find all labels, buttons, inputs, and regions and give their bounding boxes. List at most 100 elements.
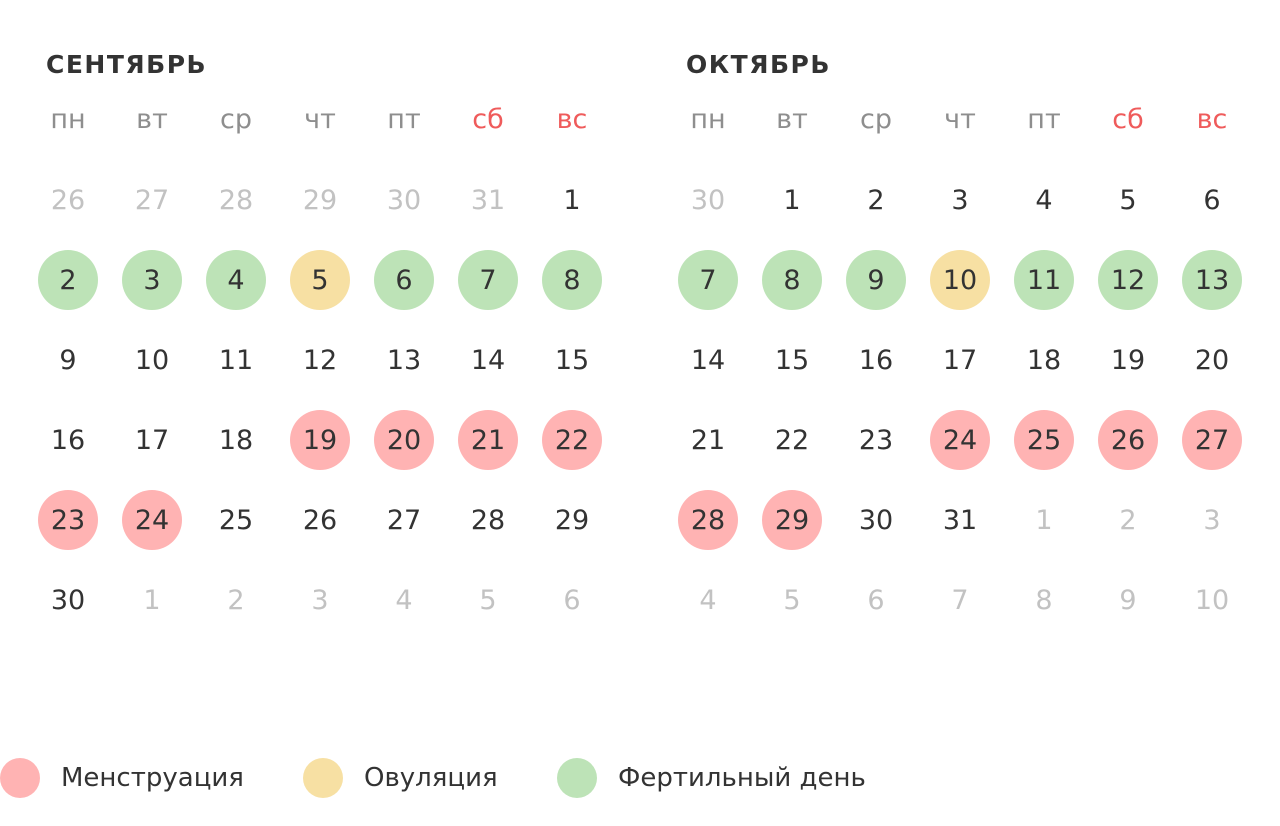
day-cell[interactable]: 1 [530, 160, 614, 240]
day-cell[interactable]: 23 [834, 400, 918, 480]
day-cell-other-month[interactable]: 3 [278, 560, 362, 640]
day-cell[interactable]: 26 [278, 480, 362, 560]
day-cell-menstruation[interactable]: 24 [918, 400, 1002, 480]
day-cell[interactable]: 15 [530, 320, 614, 400]
day-cell-menstruation[interactable]: 29 [750, 480, 834, 560]
day-cell-fertile[interactable]: 13 [1170, 240, 1254, 320]
day-cell-other-month[interactable]: 30 [666, 160, 750, 240]
day-number: 12 [1098, 250, 1158, 310]
day-cell[interactable]: 16 [834, 320, 918, 400]
day-cell[interactable]: 28 [446, 480, 530, 560]
day-number: 15 [774, 344, 810, 376]
day-cell[interactable]: 2 [834, 160, 918, 240]
day-number: 14 [470, 344, 506, 376]
day-number: 3 [311, 584, 329, 616]
day-cell[interactable]: 14 [666, 320, 750, 400]
day-cell-fertile[interactable]: 8 [530, 240, 614, 320]
day-cell-other-month[interactable]: 4 [362, 560, 446, 640]
day-cell-ovulation[interactable]: 10 [918, 240, 1002, 320]
day-cell-other-month[interactable]: 5 [750, 560, 834, 640]
day-cell-fertile[interactable]: 9 [834, 240, 918, 320]
day-cell-other-month[interactable]: 30 [362, 160, 446, 240]
day-cell-fertile[interactable]: 8 [750, 240, 834, 320]
day-number: 6 [374, 250, 434, 310]
legend: Менструация Овуляция Фертильный день [0, 757, 1280, 799]
day-cell-menstruation[interactable]: 27 [1170, 400, 1254, 480]
day-cell-menstruation[interactable]: 24 [110, 480, 194, 560]
day-cell-other-month[interactable]: 7 [918, 560, 1002, 640]
day-cell[interactable]: 14 [446, 320, 530, 400]
day-cell-other-month[interactable]: 8 [1002, 560, 1086, 640]
day-cell[interactable]: 20 [1170, 320, 1254, 400]
day-number: 25 [218, 504, 254, 536]
weekday-label: пт [1027, 104, 1061, 135]
day-cell[interactable]: 18 [194, 400, 278, 480]
day-cell[interactable]: 12 [278, 320, 362, 400]
day-cell-menstruation[interactable]: 19 [278, 400, 362, 480]
day-cell-fertile[interactable]: 3 [110, 240, 194, 320]
day-cell[interactable]: 16 [26, 400, 110, 480]
legend-label: Менструация [61, 763, 244, 793]
day-cell[interactable]: 22 [750, 400, 834, 480]
day-cell-fertile[interactable]: 11 [1002, 240, 1086, 320]
day-cell[interactable]: 21 [666, 400, 750, 480]
day-cell[interactable]: 31 [918, 480, 1002, 560]
day-cell[interactable]: 27 [362, 480, 446, 560]
day-number: 3 [951, 184, 969, 216]
day-cell-other-month[interactable]: 4 [666, 560, 750, 640]
day-cell-other-month[interactable]: 2 [1086, 480, 1170, 560]
day-cell-fertile[interactable]: 2 [26, 240, 110, 320]
day-cell[interactable]: 4 [1002, 160, 1086, 240]
day-number: 18 [1026, 344, 1062, 376]
day-cell-fertile[interactable]: 6 [362, 240, 446, 320]
day-cell-other-month[interactable]: 9 [1086, 560, 1170, 640]
day-cell[interactable]: 29 [530, 480, 614, 560]
day-number: 4 [699, 584, 717, 616]
day-cell[interactable]: 30 [834, 480, 918, 560]
day-cell-menstruation[interactable]: 26 [1086, 400, 1170, 480]
day-number: 4 [206, 250, 266, 310]
day-cell-other-month[interactable]: 31 [446, 160, 530, 240]
day-cell-other-month[interactable]: 5 [446, 560, 530, 640]
day-cell[interactable]: 25 [194, 480, 278, 560]
day-cell-fertile[interactable]: 7 [446, 240, 530, 320]
day-cell-other-month[interactable]: 27 [110, 160, 194, 240]
day-cell[interactable]: 5 [1086, 160, 1170, 240]
day-cell[interactable]: 17 [110, 400, 194, 480]
day-cell-other-month[interactable]: 6 [530, 560, 614, 640]
day-cell-menstruation[interactable]: 20 [362, 400, 446, 480]
day-cell-other-month[interactable]: 6 [834, 560, 918, 640]
day-cell-other-month[interactable]: 1 [1002, 480, 1086, 560]
day-cell-other-month[interactable]: 1 [110, 560, 194, 640]
day-cell-menstruation[interactable]: 23 [26, 480, 110, 560]
day-cell-fertile[interactable]: 7 [666, 240, 750, 320]
day-number: 7 [951, 584, 969, 616]
day-cell-other-month[interactable]: 28 [194, 160, 278, 240]
day-cell[interactable]: 9 [26, 320, 110, 400]
weekday-label: вт [776, 104, 808, 135]
day-cell[interactable]: 17 [918, 320, 1002, 400]
day-cell[interactable]: 15 [750, 320, 834, 400]
day-cell-menstruation[interactable]: 25 [1002, 400, 1086, 480]
day-cell-menstruation[interactable]: 22 [530, 400, 614, 480]
day-cell[interactable]: 13 [362, 320, 446, 400]
day-cell[interactable]: 6 [1170, 160, 1254, 240]
day-cell[interactable]: 18 [1002, 320, 1086, 400]
day-cell-other-month[interactable]: 10 [1170, 560, 1254, 640]
day-cell-other-month[interactable]: 26 [26, 160, 110, 240]
day-cell[interactable]: 3 [918, 160, 1002, 240]
day-cell[interactable]: 1 [750, 160, 834, 240]
day-cell[interactable]: 11 [194, 320, 278, 400]
day-cell-ovulation[interactable]: 5 [278, 240, 362, 320]
ovulation-dot-icon [303, 758, 343, 798]
day-cell-menstruation[interactable]: 21 [446, 400, 530, 480]
day-cell-other-month[interactable]: 2 [194, 560, 278, 640]
day-cell-other-month[interactable]: 29 [278, 160, 362, 240]
day-cell[interactable]: 10 [110, 320, 194, 400]
day-cell[interactable]: 30 [26, 560, 110, 640]
day-cell-fertile[interactable]: 4 [194, 240, 278, 320]
day-cell-other-month[interactable]: 3 [1170, 480, 1254, 560]
day-cell-menstruation[interactable]: 28 [666, 480, 750, 560]
day-cell-fertile[interactable]: 12 [1086, 240, 1170, 320]
day-cell[interactable]: 19 [1086, 320, 1170, 400]
